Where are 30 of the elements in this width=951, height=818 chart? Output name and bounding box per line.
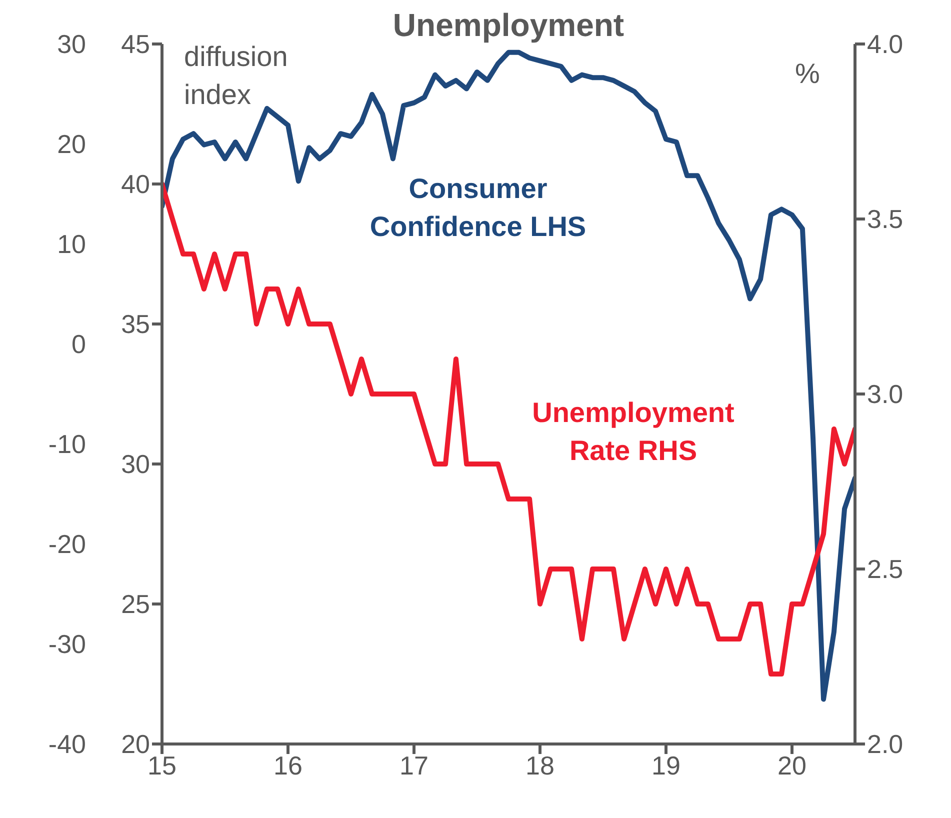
y3-tick-label: 30 (57, 29, 86, 60)
y-axis-title: diffusion index (184, 40, 289, 112)
y2-tick-label: 2.0 (867, 729, 904, 760)
y3-tick-label: 10 (57, 229, 86, 260)
y-tick-label: 20 (121, 729, 150, 760)
y2-tick-label: 4.0 (867, 29, 904, 60)
y-tick-label: 45 (121, 29, 150, 60)
y-tick-label: 40 (121, 169, 150, 200)
series-label: Consumer Confidence LHS (368, 172, 588, 244)
x-tick-label: 18 (526, 750, 554, 780)
y2-tick-label: 2.5 (867, 554, 904, 584)
x-tick-label: 17 (400, 750, 428, 780)
y3-tick-label: -20 (48, 529, 86, 560)
chart-title: Unemployment (392, 7, 626, 43)
y3-tick-label: -40 (48, 729, 86, 760)
x-tick-label: 20 (778, 750, 806, 780)
y2-tick-label: 3.5 (867, 204, 904, 234)
y2-tick-label: 3.0 (867, 379, 904, 410)
y2-axis-title: % (795, 58, 820, 90)
y-tick-label: 25 (121, 589, 150, 620)
x-tick-label: 16 (274, 750, 302, 780)
y-tick-label: 35 (121, 309, 150, 340)
x-tick-label: 15 (148, 750, 176, 780)
y3-tick-label: -30 (48, 629, 86, 660)
y3-tick-label: 20 (57, 129, 86, 160)
y-tick-label: 30 (121, 449, 150, 480)
y3-tick-label: 0 (72, 329, 86, 360)
y3-tick-label: -10 (48, 429, 86, 460)
series-label: Unemployment Rate RHS (531, 396, 736, 468)
x-tick-label: 19 (652, 750, 680, 780)
